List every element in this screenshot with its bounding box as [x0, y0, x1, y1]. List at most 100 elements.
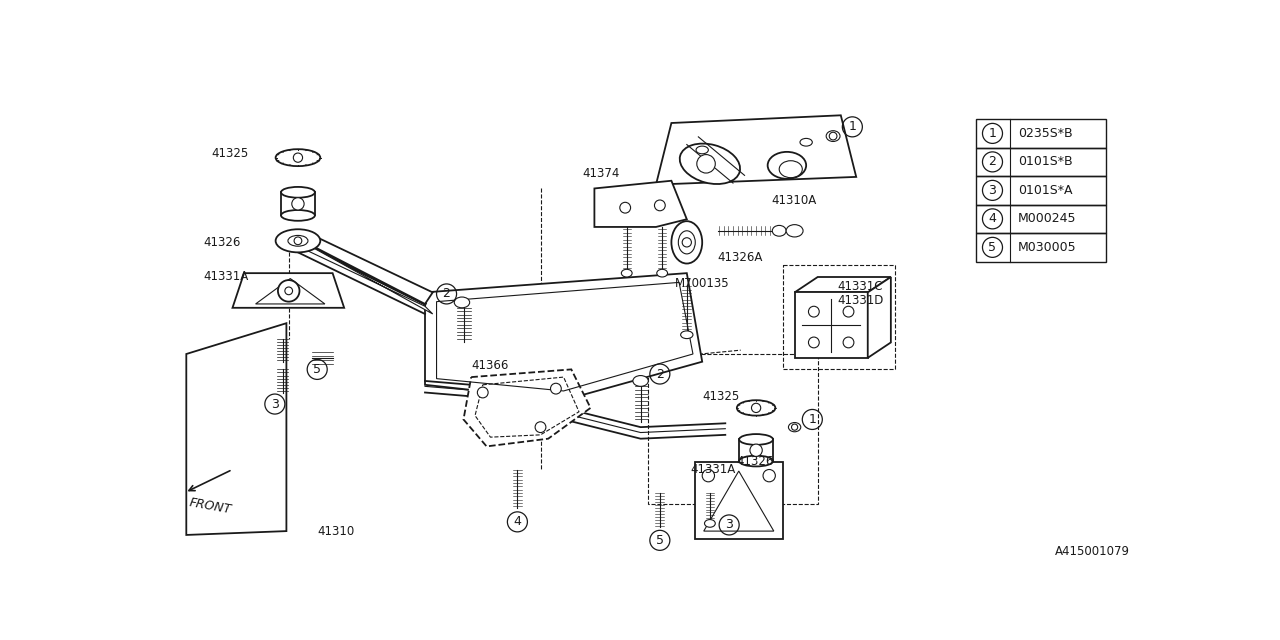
Polygon shape [657, 115, 856, 184]
Circle shape [682, 237, 691, 247]
Text: 41331C: 41331C [837, 280, 883, 292]
Ellipse shape [772, 225, 786, 236]
Circle shape [750, 444, 763, 456]
Circle shape [809, 307, 819, 317]
Polygon shape [425, 273, 703, 400]
Ellipse shape [788, 422, 801, 432]
Text: M030005: M030005 [1018, 241, 1076, 254]
Text: 1: 1 [988, 127, 996, 140]
Ellipse shape [288, 236, 308, 246]
Text: 41326: 41326 [204, 236, 241, 249]
Circle shape [550, 383, 562, 394]
Bar [975, 148, 1106, 176]
Polygon shape [463, 369, 590, 447]
Text: 0235S*B: 0235S*B [1018, 127, 1073, 140]
Bar [975, 176, 1106, 205]
Ellipse shape [282, 210, 315, 221]
Circle shape [477, 387, 488, 398]
Bar [975, 205, 1106, 233]
Ellipse shape [282, 187, 315, 198]
Bar [975, 233, 1106, 262]
Text: 41325: 41325 [211, 147, 248, 160]
Circle shape [696, 155, 716, 173]
Circle shape [763, 470, 776, 482]
Text: 1: 1 [809, 413, 817, 426]
Text: 41326A: 41326A [718, 252, 763, 264]
Text: 4: 4 [988, 212, 996, 225]
Ellipse shape [737, 400, 776, 415]
Ellipse shape [826, 131, 840, 141]
Circle shape [292, 198, 305, 210]
Text: 3: 3 [726, 518, 733, 531]
Text: 0101S*A: 0101S*A [1018, 184, 1073, 197]
Text: A415001079: A415001079 [1055, 545, 1129, 558]
Circle shape [278, 280, 300, 301]
Text: 41331D: 41331D [837, 294, 884, 307]
Ellipse shape [739, 456, 773, 467]
Circle shape [751, 403, 760, 413]
Polygon shape [298, 231, 433, 304]
Circle shape [829, 132, 837, 140]
Text: 5: 5 [988, 241, 997, 254]
Text: 1: 1 [849, 120, 856, 133]
Polygon shape [187, 323, 287, 535]
Text: 2: 2 [988, 156, 996, 168]
Circle shape [791, 424, 797, 430]
Ellipse shape [681, 331, 692, 339]
Ellipse shape [621, 269, 632, 277]
Ellipse shape [739, 434, 773, 445]
Ellipse shape [780, 161, 803, 178]
Text: 3: 3 [271, 397, 279, 410]
Text: 41331A: 41331A [691, 463, 736, 476]
Ellipse shape [680, 143, 740, 184]
Bar [783, 266, 895, 369]
Ellipse shape [632, 376, 648, 387]
Polygon shape [868, 277, 891, 358]
Text: 0101S*B: 0101S*B [1018, 156, 1073, 168]
Ellipse shape [768, 152, 806, 179]
Bar [795, 292, 868, 358]
Ellipse shape [454, 297, 470, 308]
Circle shape [294, 237, 302, 244]
Circle shape [844, 337, 854, 348]
Circle shape [809, 337, 819, 348]
Text: 5: 5 [655, 534, 664, 547]
Bar [695, 462, 783, 539]
Text: 41331A: 41331A [204, 271, 248, 284]
Circle shape [844, 307, 854, 317]
Text: 3: 3 [988, 184, 996, 197]
Text: 5: 5 [314, 363, 321, 376]
Text: 41310A: 41310A [772, 193, 817, 207]
Polygon shape [795, 277, 891, 292]
Circle shape [293, 153, 302, 163]
Circle shape [535, 422, 545, 433]
Ellipse shape [786, 225, 803, 237]
Text: 4: 4 [513, 515, 521, 529]
Ellipse shape [800, 138, 813, 146]
Circle shape [654, 200, 666, 211]
Text: 2: 2 [655, 367, 664, 381]
Polygon shape [233, 273, 344, 308]
Text: 2: 2 [443, 287, 451, 300]
Text: 41326: 41326 [737, 455, 774, 468]
Text: FRONT: FRONT [188, 497, 232, 516]
Polygon shape [298, 243, 433, 314]
Text: 41325: 41325 [703, 390, 740, 403]
Ellipse shape [657, 269, 668, 277]
Ellipse shape [704, 520, 716, 527]
Ellipse shape [696, 146, 708, 154]
Ellipse shape [275, 149, 320, 166]
Ellipse shape [672, 221, 703, 264]
Text: 41366: 41366 [471, 359, 508, 372]
Text: 41374: 41374 [582, 166, 621, 180]
Ellipse shape [275, 229, 320, 252]
Bar [975, 119, 1106, 148]
Text: M000245: M000245 [1018, 212, 1076, 225]
Text: 41310: 41310 [317, 525, 355, 538]
Circle shape [285, 287, 293, 294]
Polygon shape [594, 180, 687, 227]
Circle shape [703, 470, 714, 482]
Text: M700135: M700135 [676, 276, 730, 290]
Circle shape [620, 202, 631, 213]
Ellipse shape [678, 231, 695, 254]
